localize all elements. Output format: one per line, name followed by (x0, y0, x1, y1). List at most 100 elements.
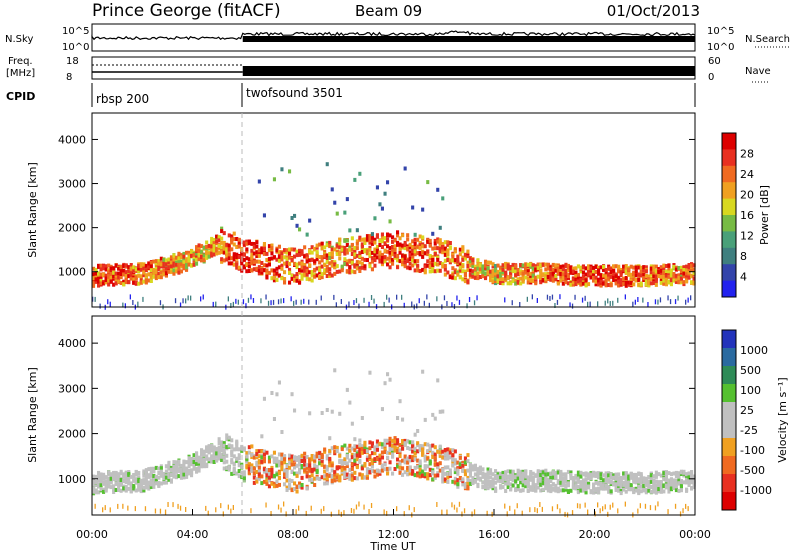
colorbar-tick: -500 (740, 464, 765, 477)
range-gate-cell (270, 465, 274, 470)
range-gate-cell (245, 256, 249, 261)
range-gate-cell (468, 272, 472, 277)
range-gate-cell (348, 448, 352, 453)
range-gate-cell (132, 473, 136, 477)
range-gate-cell (421, 254, 425, 259)
range-gate-cell (388, 219, 392, 224)
range-gate-cell (539, 272, 543, 277)
range-gate-cell (92, 478, 96, 483)
range-gate-cell (597, 301, 599, 307)
range-gate-cell (554, 268, 558, 273)
range-gate-cell (619, 482, 623, 487)
range-gate-cell (687, 263, 691, 267)
range-gate-cell (516, 468, 520, 473)
range-gate-cell (559, 268, 563, 272)
range-gate-cell (546, 263, 550, 267)
range-gate-cell (587, 475, 591, 480)
range-gate-cell (154, 465, 158, 470)
range-gate-cell (581, 488, 585, 493)
range-gate-cell (413, 241, 417, 246)
range-gate-cell (456, 471, 460, 476)
range-gate-cell (516, 476, 520, 481)
range-gate-cell (463, 469, 467, 474)
range-gate-cell (303, 245, 307, 250)
range-gate-cell (320, 295, 322, 301)
range-gate-cell (524, 472, 528, 477)
range-gate-cell (539, 276, 543, 281)
range-gate-cell (290, 247, 294, 252)
range-gate-cell (519, 276, 523, 281)
range-gate-cell (549, 484, 553, 489)
range-gate-cell (386, 450, 390, 455)
range-gate-cell (561, 267, 565, 272)
range-gate-cell (277, 299, 280, 305)
range-gate-cell (544, 480, 548, 485)
range-gate-cell (521, 510, 523, 516)
range-gate-cell (516, 503, 518, 509)
range-gate-cell (619, 268, 623, 272)
range-gate-cell (335, 473, 339, 478)
range-gate-cell (227, 243, 231, 248)
range-gate-cell (333, 368, 337, 373)
range-gate-cell (576, 503, 579, 509)
range-gate-cell (363, 266, 367, 271)
range-gate-cell (293, 274, 297, 279)
range-gate-cell (634, 299, 636, 305)
range-gate-cell (637, 488, 641, 493)
range-gate-cell (576, 273, 580, 277)
range-gate-cell (267, 257, 271, 261)
range-gate-cell (388, 377, 392, 382)
range-gate-cell (617, 487, 621, 492)
range-gate-cell (471, 269, 475, 274)
range-gate-cell (401, 260, 405, 264)
range-gate-cell (408, 257, 412, 262)
range-gate-cell (436, 187, 440, 192)
range-gate-cell (674, 279, 678, 284)
range-gate-cell (298, 460, 302, 464)
range-gate-cell (308, 270, 312, 275)
range-gate-cell (496, 263, 500, 268)
range-gate-cell (597, 282, 601, 287)
range-gate-cell (594, 511, 596, 517)
range-gate-cell (102, 507, 104, 513)
range-gate-cell (104, 267, 108, 272)
range-gate-cell (262, 450, 266, 455)
range-gate-cell (132, 486, 136, 491)
velocity-colorbar-label: Velocity [m s⁻¹] (776, 377, 789, 462)
range-gate-cell (195, 461, 199, 466)
range-gate-cell (333, 200, 337, 205)
range-gate-cell (149, 275, 153, 280)
range-gate-cell (235, 255, 239, 259)
range-gate-cell (456, 478, 460, 483)
range-gate-cell (489, 471, 493, 476)
range-gate-cell (260, 459, 264, 464)
range-gate-cell (370, 256, 374, 261)
range-gate-cell (446, 479, 450, 484)
range-gate-cell (360, 416, 364, 420)
range-gate-cell (448, 275, 452, 279)
range-gate-cell (230, 240, 234, 244)
range-gate-cell (348, 228, 352, 233)
range-gate-cell (690, 295, 692, 301)
range-gate-cell (677, 481, 681, 486)
range-gate-cell (592, 276, 596, 281)
range-gate-cell (159, 481, 163, 486)
range-gate-cell (252, 267, 256, 272)
range-gate-cell (446, 451, 450, 456)
range-gate-cell (97, 470, 101, 475)
range-gate-cell (370, 458, 374, 463)
range-gate-cell (104, 475, 108, 480)
range-gate-cell (112, 484, 116, 489)
range-gate-cell (283, 468, 287, 473)
range-gate-cell (622, 264, 626, 269)
range-gate-cell (637, 484, 641, 489)
range-gate-cell (685, 279, 689, 284)
range-gate-cell (174, 474, 178, 479)
range-gate-cell (584, 481, 588, 486)
range-gate-cell (92, 486, 96, 491)
range-gate-cell (466, 459, 470, 464)
range-gate-cell (584, 278, 588, 283)
range-gate-cell (581, 281, 585, 286)
range-gate-cell (418, 459, 422, 464)
range-gate-cell (436, 262, 440, 267)
